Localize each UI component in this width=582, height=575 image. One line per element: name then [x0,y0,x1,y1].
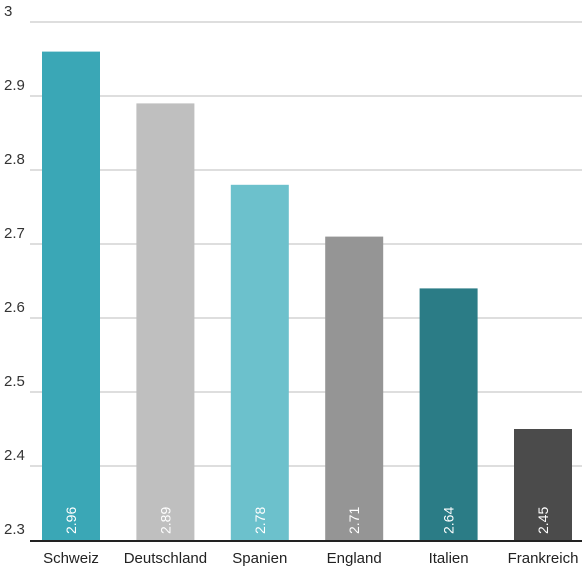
bar-england [325,236,384,540]
y-tick-label: 2.7 [4,225,25,242]
category-label: Deutschland [124,550,207,567]
category-label: Schweiz [43,550,99,567]
value-label: 2.45 [535,507,551,534]
bar-deutschland [136,103,195,541]
bar-schweiz [42,51,100,540]
y-tick-label: 2.3 [4,521,25,538]
bar-frankreich [514,429,572,540]
category-label: England [327,550,382,567]
value-label: 2.71 [346,507,362,534]
value-label: 2.78 [252,507,268,534]
y-tick-label: 2.4 [4,447,25,464]
y-axis-ticks: 2.3 2.4 2.5 2.6 2.7 2.8 2.9 3 [4,3,25,538]
bar-spanien [230,184,289,541]
x-axis-categories: Schweiz Deutschland Spanien England Italien F… [43,550,578,567]
y-tick-label: 2.8 [4,151,25,168]
category-label: Frankreich [508,550,579,567]
category-label: Italien [429,550,469,567]
bars [42,51,572,541]
category-label: Spanien [232,550,287,567]
y-tick-label: 2.5 [4,373,25,390]
bar-italien [419,288,478,540]
y-tick-label: 3 [4,3,12,20]
y-tick-label: 2.9 [4,77,25,94]
gridlines [30,21,582,467]
value-label: 2.96 [63,507,79,534]
y-tick-label: 2.6 [4,299,25,316]
value-label: 2.64 [441,507,457,534]
value-labels: 2.96 2.89 2.78 2.71 2.64 2.45 [63,507,551,534]
value-label: 2.89 [157,507,173,534]
